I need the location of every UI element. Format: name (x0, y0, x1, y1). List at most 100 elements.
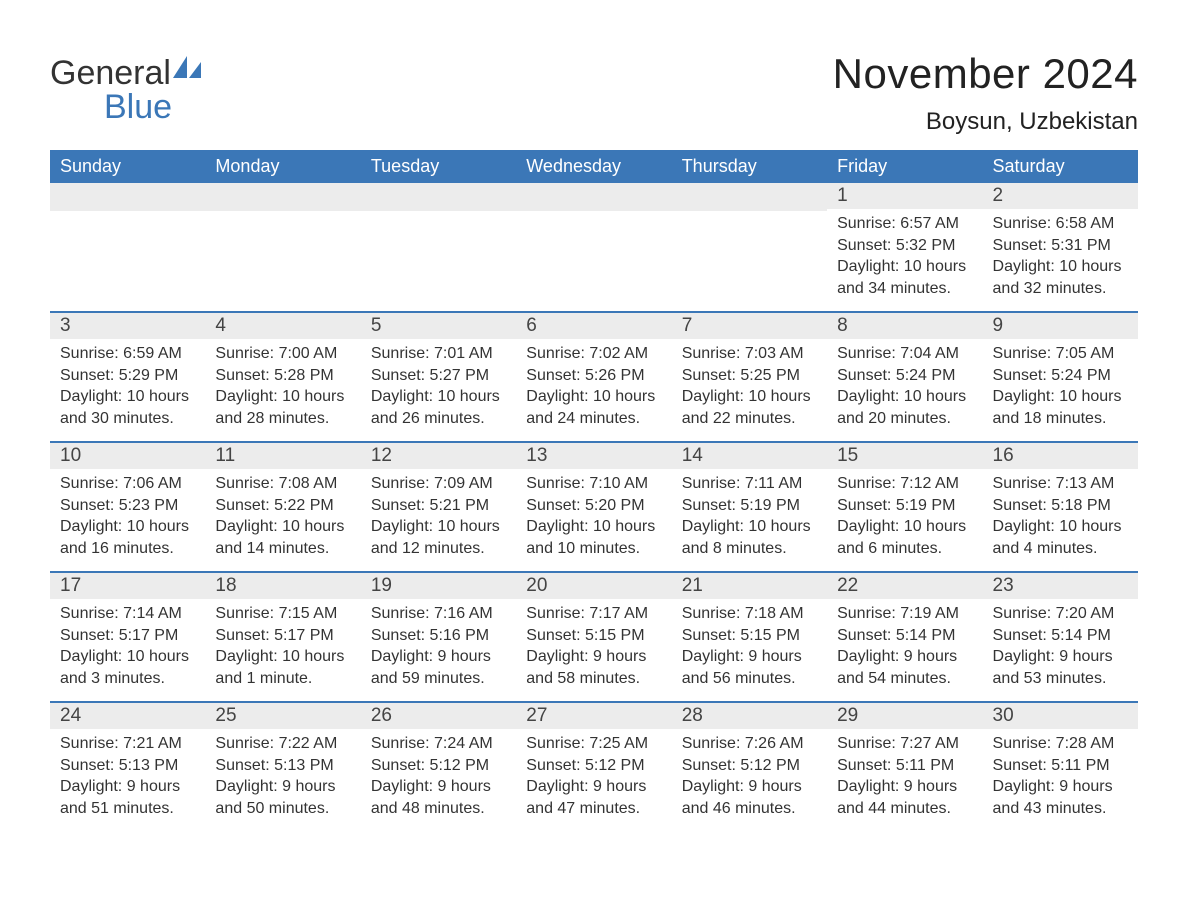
daylight-text: Daylight: 10 hours and 6 minutes. (837, 516, 972, 559)
weeks-container: 1Sunrise: 6:57 AMSunset: 5:32 PMDaylight… (50, 183, 1138, 831)
day-details: Sunrise: 7:10 AMSunset: 5:20 PMDaylight:… (516, 469, 671, 565)
day-cell: 15Sunrise: 7:12 AMSunset: 5:19 PMDayligh… (827, 443, 982, 571)
sunset-text: Sunset: 5:17 PM (215, 625, 350, 647)
day-cell: 10Sunrise: 7:06 AMSunset: 5:23 PMDayligh… (50, 443, 205, 571)
sunrise-text: Sunrise: 7:19 AM (837, 603, 972, 625)
sunrise-text: Sunrise: 7:05 AM (993, 343, 1128, 365)
sunrise-text: Sunrise: 6:57 AM (837, 213, 972, 235)
logo-text-wrap: General Blue (50, 56, 201, 124)
sunset-text: Sunset: 5:13 PM (215, 755, 350, 777)
sunset-text: Sunset: 5:31 PM (993, 235, 1128, 257)
sunset-text: Sunset: 5:14 PM (993, 625, 1128, 647)
day-details: Sunrise: 7:26 AMSunset: 5:12 PMDaylight:… (672, 729, 827, 825)
day-number: 23 (983, 573, 1138, 599)
daylight-text: Daylight: 10 hours and 10 minutes. (526, 516, 661, 559)
logo-text-general: General (50, 54, 171, 92)
day-details: Sunrise: 7:16 AMSunset: 5:16 PMDaylight:… (361, 599, 516, 695)
daylight-text: Daylight: 9 hours and 54 minutes. (837, 646, 972, 689)
day-details: Sunrise: 7:21 AMSunset: 5:13 PMDaylight:… (50, 729, 205, 825)
sunset-text: Sunset: 5:24 PM (837, 365, 972, 387)
sunrise-text: Sunrise: 7:14 AM (60, 603, 195, 625)
sunset-text: Sunset: 5:32 PM (837, 235, 972, 257)
day-number: 20 (516, 573, 671, 599)
sunrise-text: Sunrise: 7:18 AM (682, 603, 817, 625)
week-row: 1Sunrise: 6:57 AMSunset: 5:32 PMDaylight… (50, 183, 1138, 311)
day-number: 3 (50, 313, 205, 339)
sunset-text: Sunset: 5:14 PM (837, 625, 972, 647)
sunset-text: Sunset: 5:28 PM (215, 365, 350, 387)
day-number: 13 (516, 443, 671, 469)
daylight-text: Daylight: 10 hours and 4 minutes. (993, 516, 1128, 559)
day-cell: 3Sunrise: 6:59 AMSunset: 5:29 PMDaylight… (50, 313, 205, 441)
sunrise-text: Sunrise: 7:15 AM (215, 603, 350, 625)
sunrise-text: Sunrise: 7:12 AM (837, 473, 972, 495)
daylight-text: Daylight: 9 hours and 56 minutes. (682, 646, 817, 689)
sunset-text: Sunset: 5:17 PM (60, 625, 195, 647)
day-number: 17 (50, 573, 205, 599)
daylight-text: Daylight: 10 hours and 16 minutes. (60, 516, 195, 559)
empty-day-bar (50, 183, 205, 211)
day-details: Sunrise: 7:13 AMSunset: 5:18 PMDaylight:… (983, 469, 1138, 565)
weekday-header: Friday (827, 150, 982, 183)
daylight-text: Daylight: 10 hours and 32 minutes. (993, 256, 1128, 299)
day-number: 14 (672, 443, 827, 469)
week-row: 24Sunrise: 7:21 AMSunset: 5:13 PMDayligh… (50, 701, 1138, 831)
day-number: 24 (50, 703, 205, 729)
sunrise-text: Sunrise: 7:11 AM (682, 473, 817, 495)
daylight-text: Daylight: 10 hours and 26 minutes. (371, 386, 506, 429)
day-cell: 17Sunrise: 7:14 AMSunset: 5:17 PMDayligh… (50, 573, 205, 701)
sunrise-text: Sunrise: 7:13 AM (993, 473, 1128, 495)
sunset-text: Sunset: 5:21 PM (371, 495, 506, 517)
daylight-text: Daylight: 9 hours and 51 minutes. (60, 776, 195, 819)
daylight-text: Daylight: 9 hours and 48 minutes. (371, 776, 506, 819)
sunrise-text: Sunrise: 7:02 AM (526, 343, 661, 365)
day-number: 27 (516, 703, 671, 729)
day-cell (205, 183, 360, 311)
day-cell: 25Sunrise: 7:22 AMSunset: 5:13 PMDayligh… (205, 703, 360, 831)
sunrise-text: Sunrise: 7:22 AM (215, 733, 350, 755)
daylight-text: Daylight: 10 hours and 8 minutes. (682, 516, 817, 559)
day-cell: 27Sunrise: 7:25 AMSunset: 5:12 PMDayligh… (516, 703, 671, 831)
sunset-text: Sunset: 5:20 PM (526, 495, 661, 517)
calendar: Sunday Monday Tuesday Wednesday Thursday… (50, 150, 1138, 831)
sunrise-text: Sunrise: 7:08 AM (215, 473, 350, 495)
day-details: Sunrise: 7:01 AMSunset: 5:27 PMDaylight:… (361, 339, 516, 435)
sunrise-text: Sunrise: 7:03 AM (682, 343, 817, 365)
sunset-text: Sunset: 5:15 PM (526, 625, 661, 647)
day-cell: 8Sunrise: 7:04 AMSunset: 5:24 PMDaylight… (827, 313, 982, 441)
day-number: 2 (983, 183, 1138, 209)
sunset-text: Sunset: 5:11 PM (993, 755, 1128, 777)
daylight-text: Daylight: 10 hours and 18 minutes. (993, 386, 1128, 429)
day-cell: 21Sunrise: 7:18 AMSunset: 5:15 PMDayligh… (672, 573, 827, 701)
sunset-text: Sunset: 5:24 PM (993, 365, 1128, 387)
sunrise-text: Sunrise: 7:10 AM (526, 473, 661, 495)
sunrise-text: Sunrise: 7:06 AM (60, 473, 195, 495)
day-details: Sunrise: 7:08 AMSunset: 5:22 PMDaylight:… (205, 469, 360, 565)
title-block: November 2024 Boysun, Uzbekistan (833, 50, 1138, 136)
logo-text-blue: Blue (104, 88, 172, 126)
empty-day-bar (516, 183, 671, 211)
day-cell: 12Sunrise: 7:09 AMSunset: 5:21 PMDayligh… (361, 443, 516, 571)
sunrise-text: Sunrise: 6:58 AM (993, 213, 1128, 235)
day-number: 18 (205, 573, 360, 599)
day-number: 7 (672, 313, 827, 339)
sunset-text: Sunset: 5:11 PM (837, 755, 972, 777)
day-details: Sunrise: 7:24 AMSunset: 5:12 PMDaylight:… (361, 729, 516, 825)
day-details: Sunrise: 7:09 AMSunset: 5:21 PMDaylight:… (361, 469, 516, 565)
day-cell: 9Sunrise: 7:05 AMSunset: 5:24 PMDaylight… (983, 313, 1138, 441)
day-details: Sunrise: 7:12 AMSunset: 5:19 PMDaylight:… (827, 469, 982, 565)
sunset-text: Sunset: 5:15 PM (682, 625, 817, 647)
day-details: Sunrise: 7:06 AMSunset: 5:23 PMDaylight:… (50, 469, 205, 565)
day-cell: 19Sunrise: 7:16 AMSunset: 5:16 PMDayligh… (361, 573, 516, 701)
day-number: 16 (983, 443, 1138, 469)
daylight-text: Daylight: 10 hours and 12 minutes. (371, 516, 506, 559)
sunset-text: Sunset: 5:19 PM (682, 495, 817, 517)
day-cell: 13Sunrise: 7:10 AMSunset: 5:20 PMDayligh… (516, 443, 671, 571)
day-details: Sunrise: 6:59 AMSunset: 5:29 PMDaylight:… (50, 339, 205, 435)
weekday-header: Monday (205, 150, 360, 183)
weekday-header: Tuesday (361, 150, 516, 183)
daylight-text: Daylight: 9 hours and 47 minutes. (526, 776, 661, 819)
day-cell (361, 183, 516, 311)
day-number: 28 (672, 703, 827, 729)
sunrise-text: Sunrise: 7:24 AM (371, 733, 506, 755)
